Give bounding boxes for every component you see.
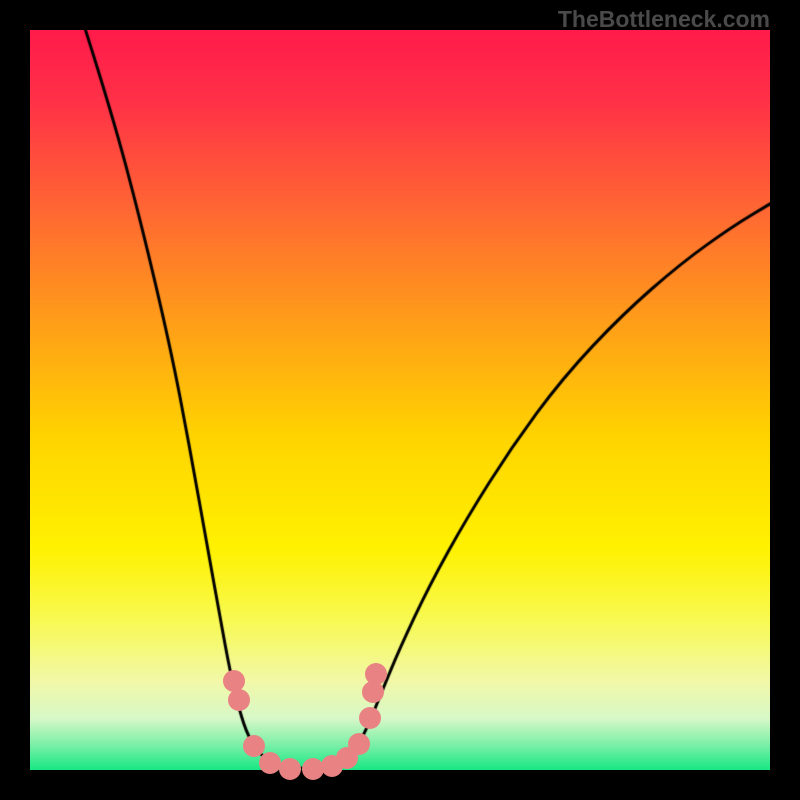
chart-root: TheBottleneck.com <box>0 0 800 800</box>
plot-area <box>30 30 770 770</box>
watermark-text: TheBottleneck.com <box>558 6 770 33</box>
v-curve <box>30 30 770 770</box>
